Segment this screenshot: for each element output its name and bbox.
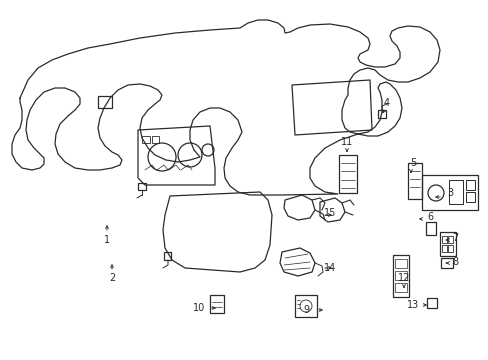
Bar <box>394 271 406 280</box>
Bar <box>439 232 455 256</box>
Bar <box>440 258 452 268</box>
Bar <box>152 136 159 143</box>
Text: 4: 4 <box>383 98 389 108</box>
Bar <box>142 136 150 143</box>
Bar <box>338 155 356 193</box>
Text: 11: 11 <box>340 137 352 147</box>
Bar <box>426 298 436 308</box>
Bar <box>394 259 406 268</box>
Bar <box>394 283 406 292</box>
Bar <box>447 236 452 243</box>
Bar <box>465 180 474 190</box>
Text: 13: 13 <box>406 300 418 310</box>
Bar <box>98 96 112 108</box>
Text: 9: 9 <box>303 305 308 315</box>
Text: 15: 15 <box>323 208 336 218</box>
Text: 2: 2 <box>109 273 115 283</box>
Bar <box>441 236 446 243</box>
Text: 12: 12 <box>397 273 409 283</box>
Text: 5: 5 <box>409 158 415 168</box>
Bar <box>163 252 171 260</box>
Bar <box>138 183 146 190</box>
Text: 6: 6 <box>426 212 432 222</box>
Text: 3: 3 <box>446 188 452 198</box>
Text: 1: 1 <box>104 235 110 245</box>
Bar <box>407 163 421 199</box>
Bar <box>425 222 435 235</box>
Bar <box>447 245 452 252</box>
Bar <box>209 295 224 313</box>
Bar <box>294 295 316 317</box>
Text: 14: 14 <box>323 263 335 273</box>
Bar <box>377 110 385 118</box>
Bar <box>392 255 408 297</box>
Bar <box>448 180 462 204</box>
Bar <box>421 175 477 210</box>
Bar <box>465 192 474 202</box>
Text: 10: 10 <box>192 303 204 313</box>
Text: 7: 7 <box>451 233 457 243</box>
Bar <box>441 245 446 252</box>
Text: 8: 8 <box>451 257 457 267</box>
